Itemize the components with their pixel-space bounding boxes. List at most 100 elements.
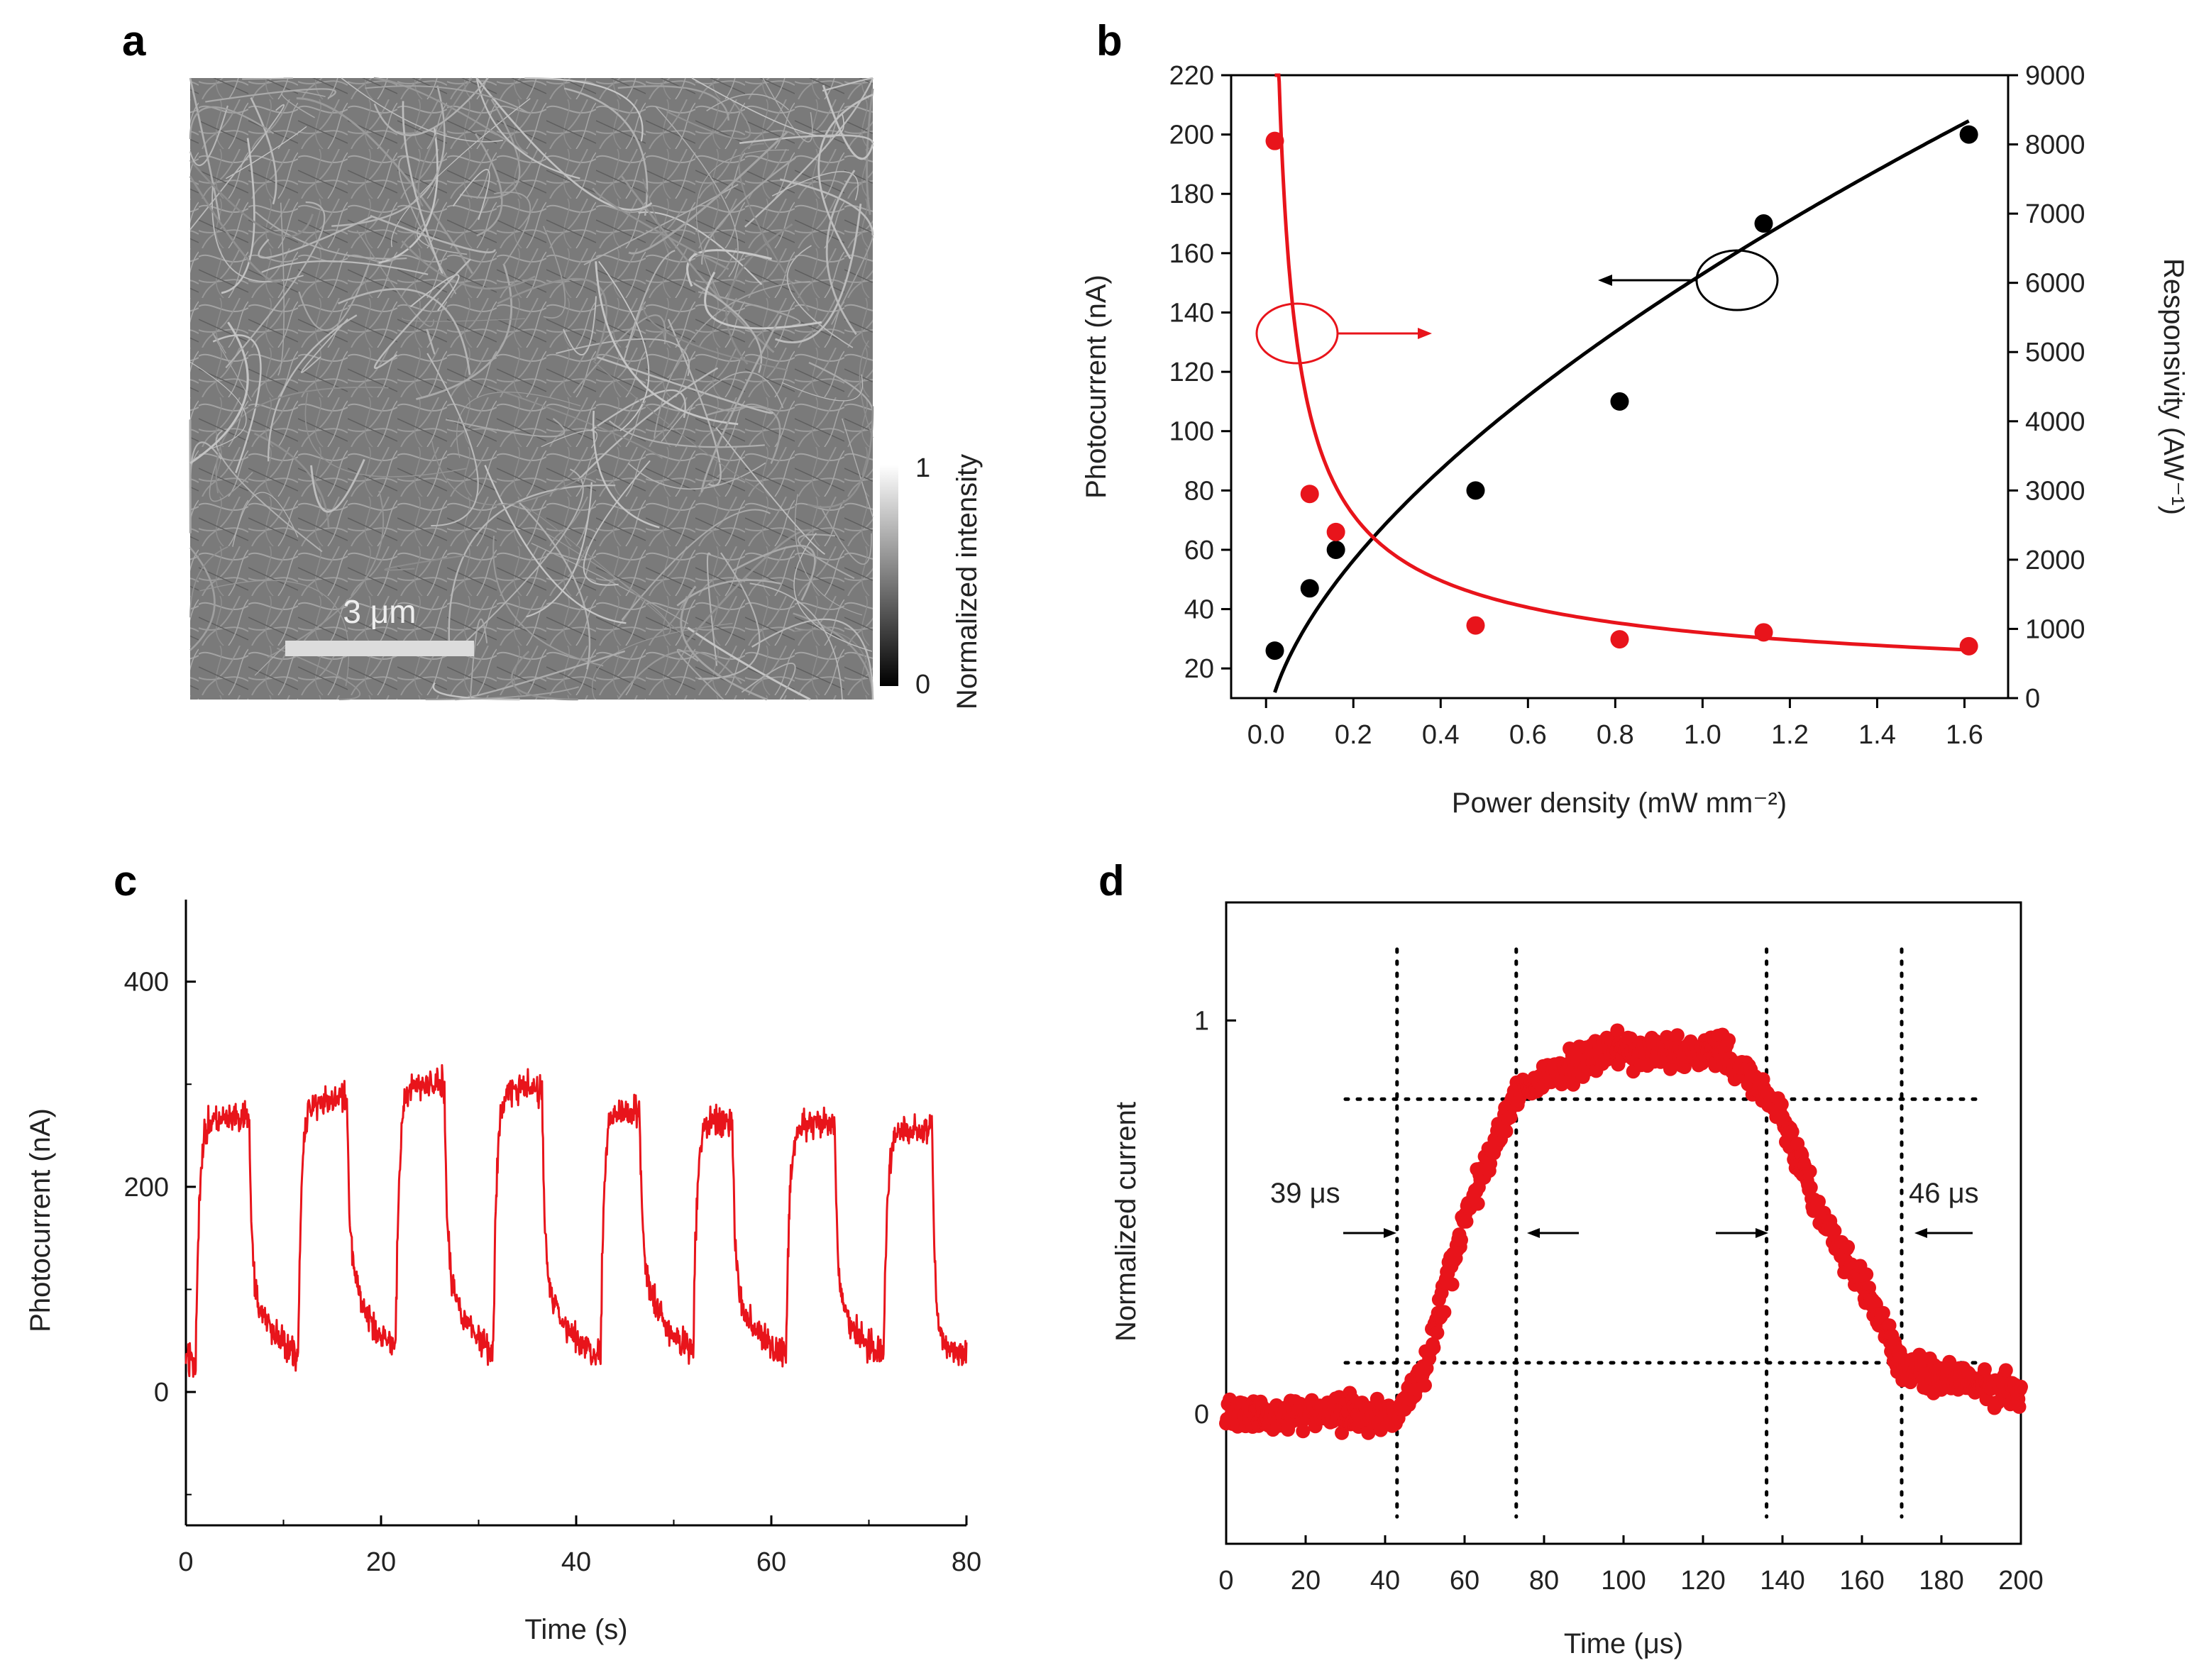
left-tick-label-b: 60: [1184, 536, 1214, 565]
normalized-current-point: [1998, 1363, 2013, 1378]
sem-fiber: [487, 385, 663, 459]
x-tick-label-d: 120: [1680, 1566, 1725, 1596]
left-tick-label-b: 160: [1169, 239, 1214, 269]
sem-fiber: [250, 97, 277, 205]
photocurrent-point: [1300, 579, 1319, 598]
sem-fiber: [595, 261, 739, 426]
sem-fiber: [384, 555, 465, 571]
sem-fiber: [378, 127, 439, 264]
sem-fiber: [401, 240, 536, 290]
sem-fiber: [301, 318, 348, 374]
fall-arrow-right: [1914, 1228, 1973, 1238]
sem-fiber: [543, 226, 566, 319]
sem-fiber: [215, 386, 389, 494]
sem-fiber: [261, 260, 429, 275]
sem-image: [189, 77, 874, 701]
panel-letter-c: c: [114, 857, 137, 905]
sem-fiber: [621, 509, 771, 621]
sem-fiber: [686, 249, 772, 287]
x-tick-label-b: 1.6: [1946, 720, 1983, 750]
right-tick-label-b: 4000: [2025, 407, 2085, 437]
responsivity-point: [1610, 630, 1629, 649]
sem-fiber: [189, 175, 282, 283]
sem-fiber: [608, 420, 765, 448]
sem-fiber: [725, 223, 793, 365]
right-axis-label-b: Responsivity (AW⁻¹): [2158, 258, 2189, 515]
normalized-current-point: [1803, 1180, 1818, 1195]
sem-fiber: [304, 392, 467, 477]
normalized-current-point: [1503, 1110, 1518, 1124]
sem-fiber: [590, 389, 686, 431]
normalized-current-point: [1445, 1277, 1460, 1292]
left-tick-label-b: 80: [1184, 476, 1214, 506]
sem-fiber: [212, 334, 262, 474]
x-axis-ticks-c: 0 20 40 60 80: [178, 1515, 981, 1577]
right-tick-label-b: 0: [2025, 684, 2040, 714]
sem-fiber: [661, 371, 784, 442]
sem-fiber: [779, 178, 874, 236]
photocurrent-point: [1326, 540, 1345, 559]
y-tick-label-c: 0: [154, 1378, 169, 1408]
sem-fiber: [592, 410, 660, 529]
sem-fiber: [390, 98, 531, 248]
responsivity-point: [1754, 623, 1773, 642]
sem-fiber: [310, 458, 365, 513]
x-tick-label-d: 80: [1529, 1566, 1559, 1596]
x-tick-label-b: 0.8: [1597, 720, 1634, 750]
sem-fiber: [617, 85, 729, 121]
y-tick-label-d: 1: [1194, 1006, 1209, 1036]
right-tick-label-b: 8000: [2025, 131, 2085, 160]
x-axis-label-c: Time (s): [524, 1614, 627, 1645]
sem-fiber: [706, 552, 718, 666]
sem-fiber: [242, 77, 294, 80]
left-tick-label-b: 140: [1169, 298, 1214, 328]
x-tick-label-d: 200: [1998, 1566, 2043, 1596]
sem-fiber: [417, 77, 473, 207]
right-tick-label-b: 1000: [2025, 614, 2085, 644]
sem-fiber: [425, 686, 579, 700]
sem-fiber: [459, 99, 521, 199]
sem-fiber: [373, 77, 529, 155]
sem-fiber: [598, 260, 650, 431]
normalized-current-point: [1454, 1232, 1468, 1247]
sem-fiber: [762, 77, 813, 143]
colorbar-label: Normalized intensity: [952, 454, 983, 709]
sem-fiber: [771, 171, 859, 201]
sem-fiber: [281, 89, 326, 118]
scale-bar: [285, 641, 474, 656]
panel-c: c 0 20 40 60 80 0 200 400 Time (s) Photocurren…: [25, 857, 981, 1645]
sem-fiber: [341, 77, 503, 143]
sem-fiber: [592, 623, 733, 700]
sem-fiber: [741, 663, 796, 700]
sem-fiber: [807, 406, 874, 509]
sem-fiber: [563, 296, 597, 355]
sem-fiber: [189, 77, 221, 223]
sem-fiber: [822, 77, 873, 92]
sem-fiber: [258, 216, 373, 259]
normalized-current-point: [1470, 1196, 1485, 1211]
responsivity-point: [1466, 616, 1485, 635]
sem-fiber: [739, 134, 874, 144]
panel-d: d 0 20 40 60 80 100 120 140 160 180 200 01 39 μs 4…: [1098, 857, 2044, 1659]
colorbar-min-label: 0: [915, 670, 930, 700]
rise-time-label: 39 μs: [1270, 1178, 1340, 1209]
x-axis-ticks-d: 0 20 40 60 80 100 120 140 160 180 200: [1218, 1535, 2044, 1596]
sem-fiber: [373, 77, 489, 136]
sem-fiber: [701, 156, 797, 265]
left-axis-label-b: Photocurrent (nA): [1081, 275, 1112, 499]
sem-fiber: [627, 462, 766, 490]
responsivity-fit-line: [1274, 73, 1969, 652]
sem-fiber: [617, 650, 742, 700]
left-tick-label-b: 100: [1169, 417, 1214, 447]
responsivity-point: [1959, 636, 1978, 656]
right-tick-label-b: 5000: [2025, 338, 2085, 368]
sem-fiber: [452, 169, 490, 221]
sem-fiber: [691, 77, 844, 138]
sem-fiber: [793, 532, 873, 652]
sem-fibers: [189, 77, 874, 701]
normalized-current-point: [1418, 1378, 1432, 1393]
normalized-current-point: [1499, 1124, 1514, 1139]
normalized-current-points: [1219, 1023, 2028, 1440]
sem-fiber: [253, 432, 330, 528]
photocurrent-points: [1265, 125, 1978, 661]
